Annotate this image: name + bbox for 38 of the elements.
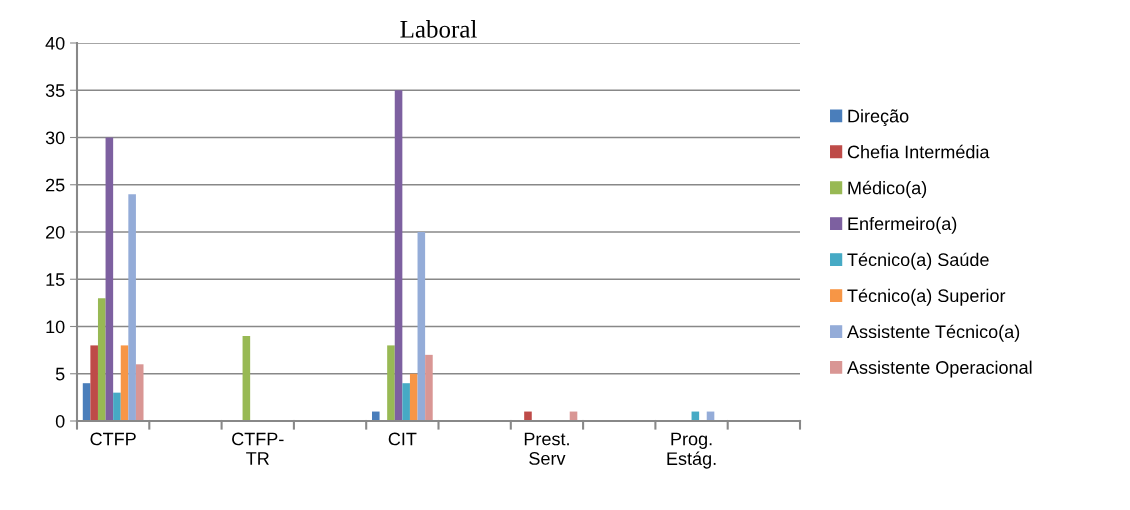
y-tick-label: 35 — [45, 84, 65, 97]
bar — [120, 345, 129, 421]
bar — [113, 392, 121, 421]
legend-label: Assistente Técnico(a) — [847, 324, 1020, 342]
x-tick-label: Prog. Estág. — [667, 432, 716, 469]
legend-label: Assistente Operacional — [847, 360, 1032, 378]
bar — [417, 232, 426, 421]
x-tick-label: Prest. Serv — [524, 432, 569, 465]
y-tick-label: 20 — [46, 225, 65, 239]
bar — [394, 90, 403, 421]
y-tick-label: 30 — [45, 131, 65, 145]
bar — [242, 335, 251, 421]
bar — [97, 298, 106, 421]
legend-label: Direção — [848, 109, 909, 127]
legend-label: Enfermeiro(a) — [848, 216, 957, 234]
y-tick-label: 25 — [46, 178, 65, 192]
legend-label: Médico(a) — [848, 180, 927, 198]
x-tick-label: CTFP — [90, 432, 136, 446]
bar — [105, 137, 114, 421]
y-tick-label: 15 — [46, 273, 65, 286]
y-tick-label: 5 — [55, 367, 65, 381]
legend-label: Técnico(a) Superior — [847, 288, 1006, 306]
bar — [387, 345, 395, 421]
bar — [135, 364, 144, 421]
bar — [409, 373, 418, 421]
chart-title: Laboral — [400, 20, 477, 38]
bar — [425, 354, 433, 421]
x-tick-label: CTFP- TR — [232, 432, 284, 465]
y-tick-label: 0 — [55, 414, 65, 428]
legend-label: Técnico(a) Saúde — [847, 252, 989, 270]
legend-label: Chefia Intermédia — [847, 144, 990, 159]
bar — [90, 345, 98, 421]
x-tick-label: CIT — [388, 432, 417, 446]
y-tick-label: 40 — [45, 36, 65, 50]
bar — [82, 383, 91, 421]
bar — [128, 194, 136, 421]
y-tick-label: 10 — [46, 320, 65, 334]
bar — [402, 383, 410, 421]
